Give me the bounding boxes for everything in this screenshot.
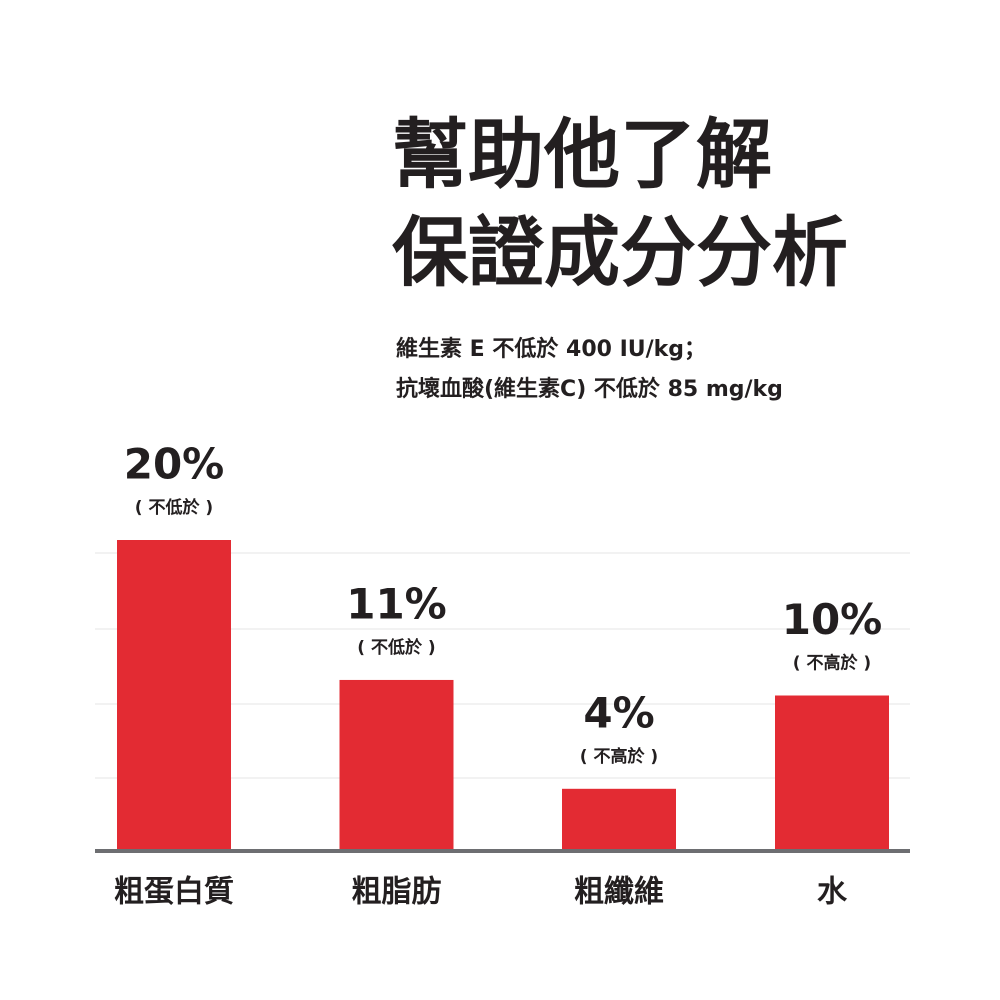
x-tick-label: 水 [817, 875, 848, 910]
value-label: 4% [583, 688, 654, 737]
value-label: 20% [124, 440, 225, 489]
chart-subtitle: 維生素 E 不低於 400 IU/kg； [396, 336, 706, 362]
chart-title: 幫助他了解 [392, 110, 772, 199]
value-label: 10% [782, 595, 883, 644]
qualifier-label: ( 不低於 ) [135, 497, 213, 518]
qualifier-label: ( 不高於 ) [580, 746, 658, 767]
x-tick-label: 粗蛋白質 [114, 875, 234, 910]
x-tick-label: 粗脂肪 [352, 875, 442, 910]
qualifier-label: ( 不低於 ) [357, 637, 435, 658]
value-label: 11% [346, 579, 447, 628]
bar [117, 540, 231, 851]
bar [339, 679, 454, 851]
qualifier-label: ( 不高於 ) [793, 653, 871, 674]
x-tick-label: 粗纖維 [574, 875, 664, 910]
bar [775, 695, 889, 851]
bar [562, 788, 676, 851]
chart-subtitle: 抗壞血酸(維生素C) 不低於 85 mg/kg [396, 376, 783, 402]
chart-title: 保證成分分析 [392, 208, 848, 297]
